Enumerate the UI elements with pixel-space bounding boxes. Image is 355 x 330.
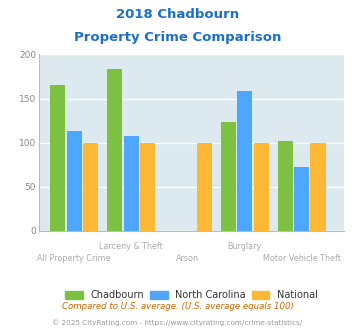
Bar <box>50 85 65 231</box>
Bar <box>253 143 269 231</box>
Bar <box>294 167 309 231</box>
Text: 2018 Chadbourn: 2018 Chadbourn <box>116 8 239 21</box>
Bar <box>83 143 98 231</box>
Text: Burglary: Burglary <box>228 242 262 250</box>
Bar <box>221 122 236 231</box>
Text: Larceny & Theft: Larceny & Theft <box>99 242 163 250</box>
Text: Property Crime Comparison: Property Crime Comparison <box>74 31 281 44</box>
Bar <box>140 143 155 231</box>
Bar <box>278 141 293 231</box>
Bar <box>124 136 138 231</box>
Text: Motor Vehicle Theft: Motor Vehicle Theft <box>263 254 341 263</box>
Text: © 2025 CityRating.com - https://www.cityrating.com/crime-statistics/: © 2025 CityRating.com - https://www.city… <box>53 319 302 326</box>
Legend: Chadbourn, North Carolina, National: Chadbourn, North Carolina, National <box>61 286 322 304</box>
Bar <box>237 91 252 231</box>
Text: Arson: Arson <box>176 254 200 263</box>
Bar <box>67 131 82 231</box>
Bar <box>311 143 326 231</box>
Text: Compared to U.S. average. (U.S. average equals 100): Compared to U.S. average. (U.S. average … <box>61 302 294 311</box>
Bar <box>197 143 212 231</box>
Bar <box>107 69 122 231</box>
Text: All Property Crime: All Property Crime <box>37 254 111 263</box>
